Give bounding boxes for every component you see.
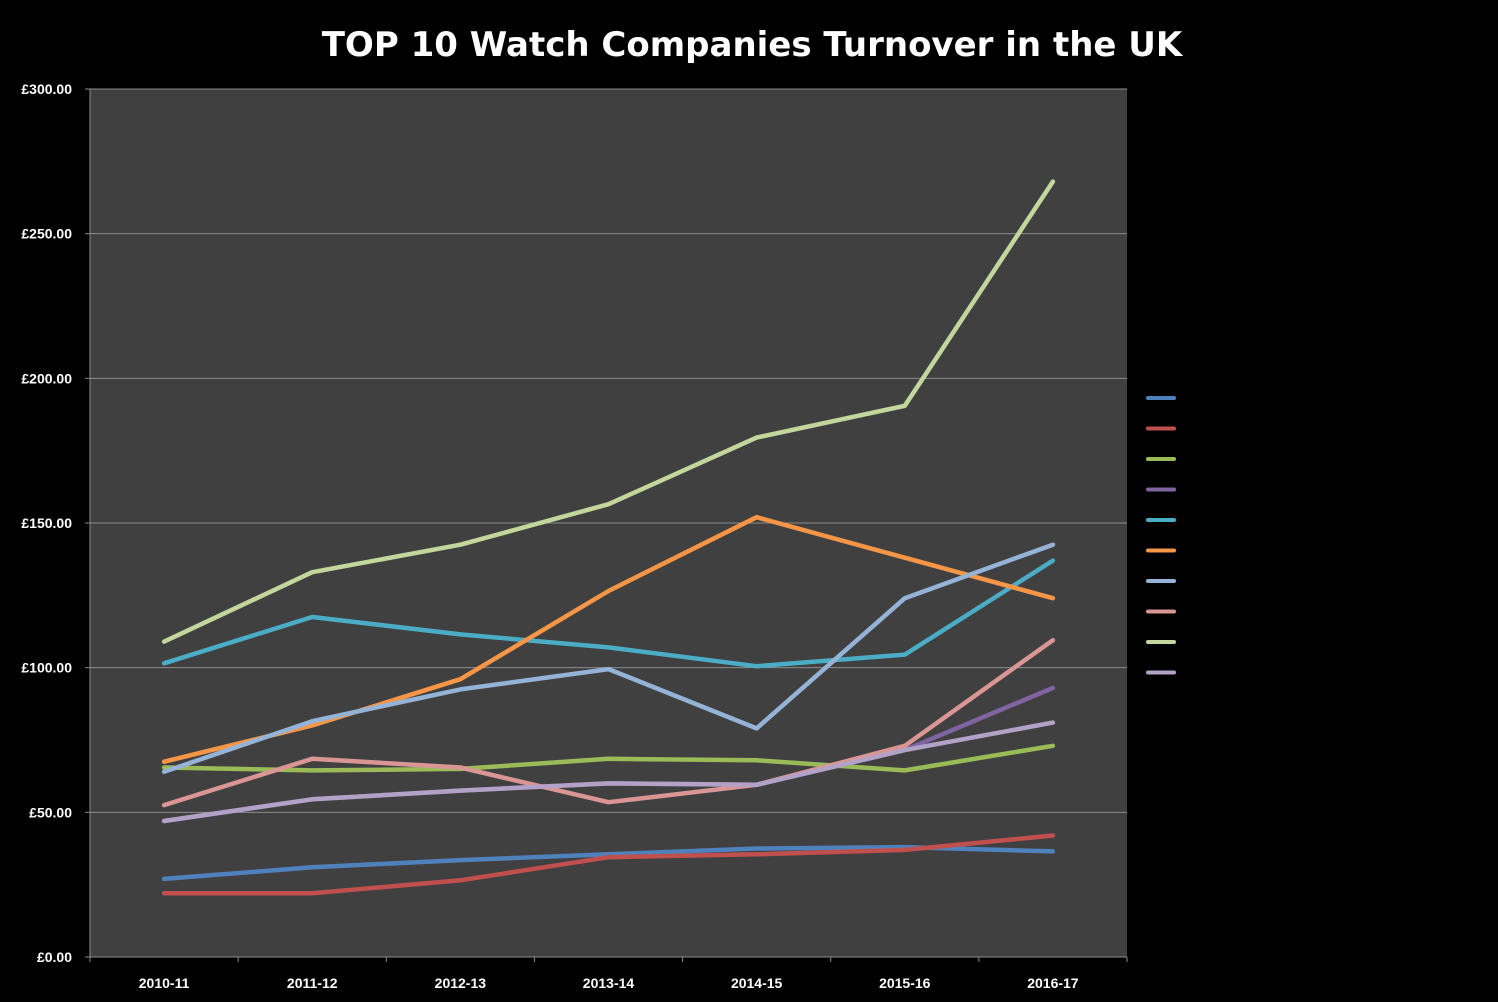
x-tick-label: 2014-15 — [731, 975, 783, 991]
y-tick-label: £250.00 — [21, 226, 72, 242]
x-tick-label: 2015-16 — [879, 975, 931, 991]
series-line-8 — [161, 637, 1056, 808]
series-line-5 — [161, 558, 1056, 669]
series-line-7 — [161, 542, 1056, 775]
series-line-3 — [161, 743, 1056, 773]
series-line-1 — [161, 844, 1056, 882]
x-tick-label: 2013-14 — [583, 975, 635, 991]
x-tick-label: 2010-11 — [139, 975, 190, 991]
series-lines — [161, 179, 1056, 896]
x-tick-label: 2012-13 — [435, 975, 487, 991]
series-line-6 — [161, 514, 1056, 764]
y-axis-ticks: £0.00 £50.00 £100.00 £150.00 £200.00 £250.00 £… — [21, 81, 90, 965]
y-tick-label: £0.00 — [37, 949, 72, 965]
x-tick-label: 2016-17 — [1027, 975, 1079, 991]
y-tick-label: £150.00 — [21, 515, 72, 531]
series-line-10 — [161, 720, 1056, 824]
x-tick-label: 2011-12 — [287, 975, 338, 991]
chart-title: TOP 10 Watch Companies Turnover in the U… — [322, 25, 1184, 65]
series-line-2 — [161, 833, 1056, 896]
y-tick-label: £100.00 — [21, 660, 72, 676]
y-tick-label: £200.00 — [21, 370, 72, 386]
x-axis-ticks: 2010-11 2011-12 2012-13 2013-14 2014-15 2015-… — [89, 957, 1128, 991]
legend — [1146, 396, 1176, 675]
y-tick-label: £300.00 — [21, 81, 72, 97]
series-line-9 — [161, 179, 1056, 644]
y-tick-label: £50.00 — [29, 804, 72, 820]
